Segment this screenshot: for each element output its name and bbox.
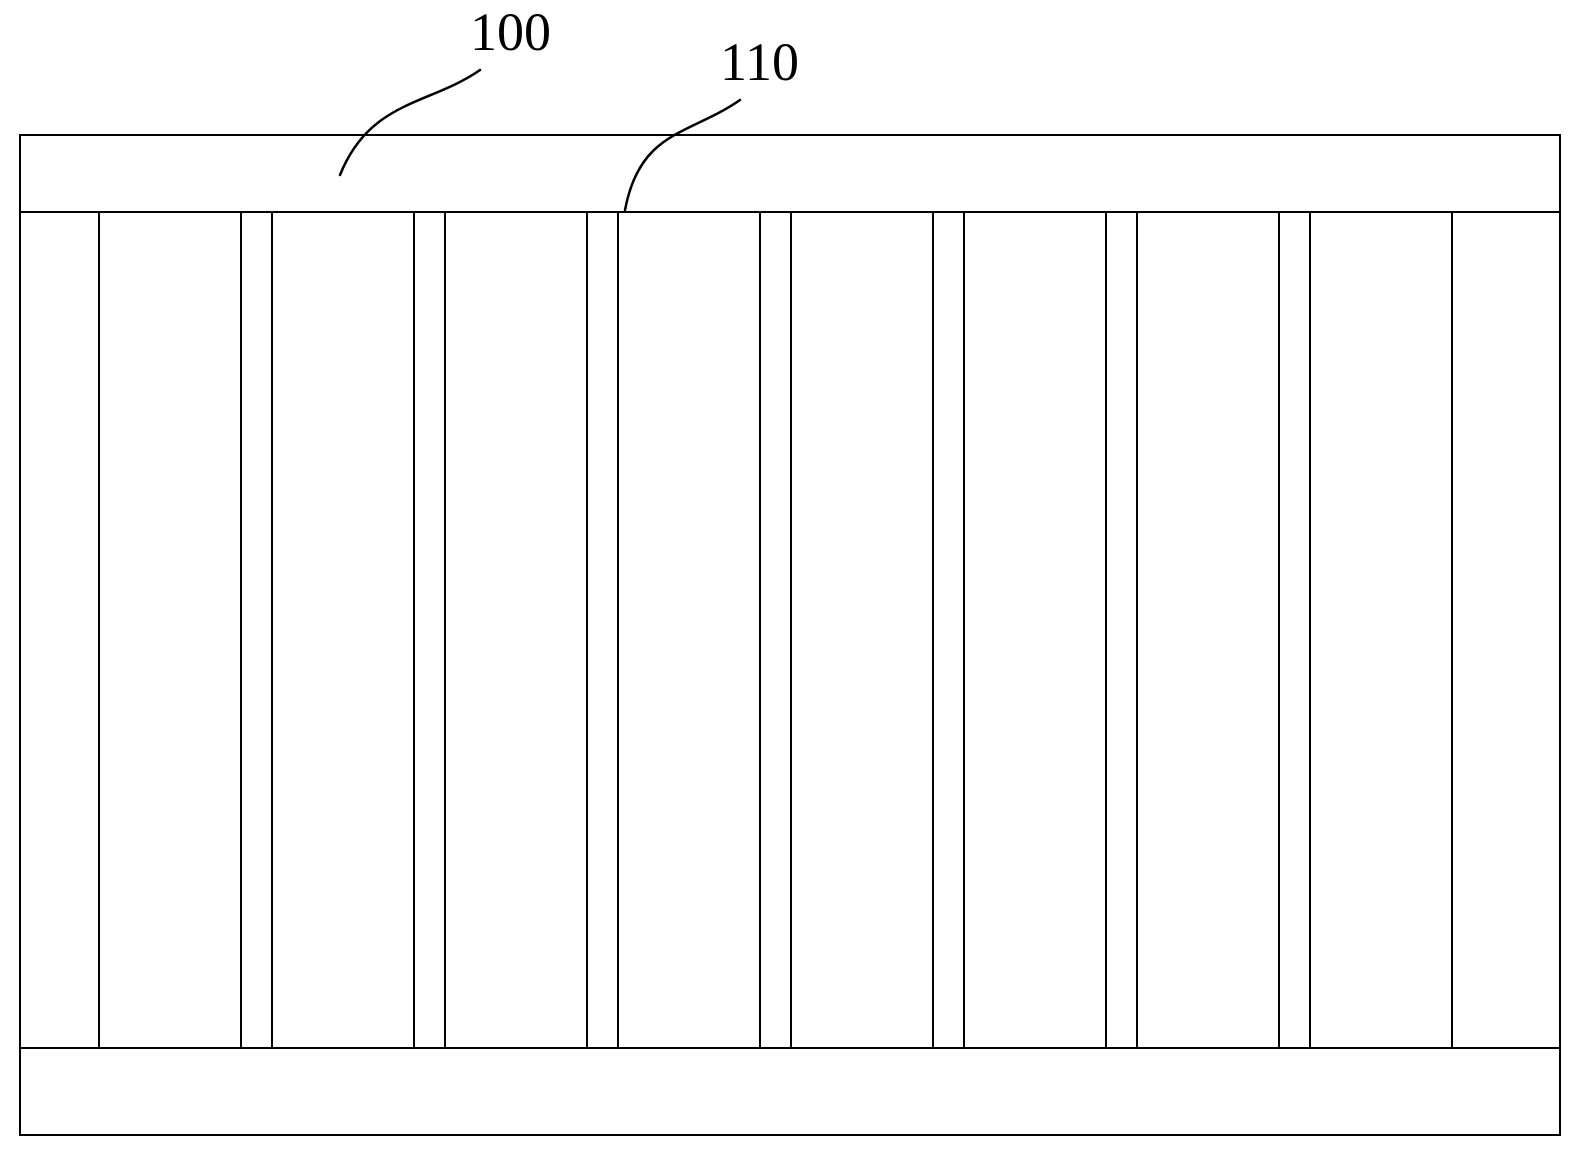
label-100-leader (340, 70, 480, 175)
diagram-svg: 100 110 (0, 0, 1579, 1155)
patent-diagram: 100 110 (0, 0, 1579, 1155)
label-110-leader (625, 100, 740, 210)
label-100: 100 (470, 2, 551, 62)
label-110: 110 (720, 32, 799, 92)
